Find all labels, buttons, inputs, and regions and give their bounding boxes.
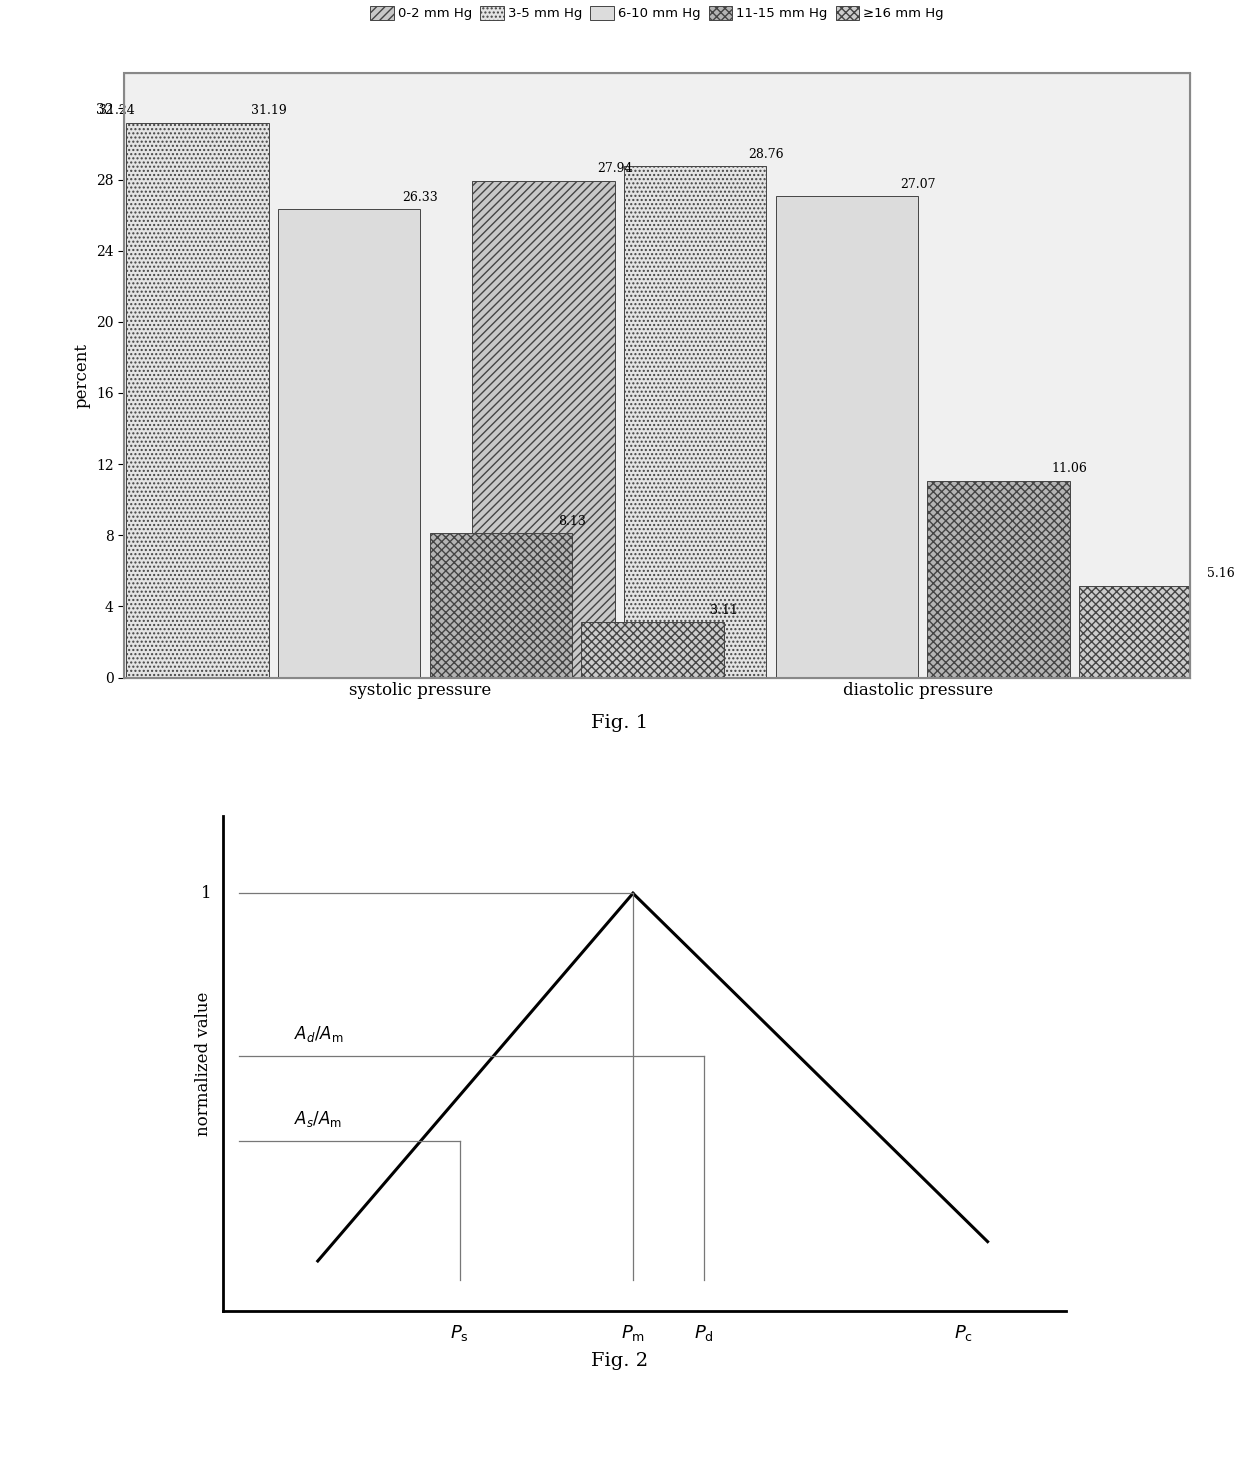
Text: 31.24: 31.24: [99, 103, 135, 117]
Text: 3.11: 3.11: [709, 603, 738, 616]
Text: 31.19: 31.19: [250, 105, 286, 118]
Text: 27.94: 27.94: [596, 162, 632, 175]
Bar: [278, 210, 420, 678]
Bar: [430, 533, 572, 678]
Y-axis label: percent: percent: [73, 342, 91, 408]
Text: 27.07: 27.07: [900, 178, 936, 191]
Text: $A_s/A_{\rm m}$: $A_s/A_{\rm m}$: [294, 1109, 342, 1129]
Bar: [126, 122, 269, 678]
Bar: [0, 122, 117, 678]
Bar: [928, 481, 1070, 678]
Y-axis label: normalized value: normalized value: [195, 991, 212, 1136]
Text: Fig. 2: Fig. 2: [591, 1352, 649, 1370]
Text: $P_{\rm d}$: $P_{\rm d}$: [694, 1323, 714, 1343]
Text: $P_{\rm m}$: $P_{\rm m}$: [621, 1323, 645, 1343]
Text: Fig. 1: Fig. 1: [591, 714, 649, 731]
Text: 26.33: 26.33: [402, 191, 438, 204]
Text: 1: 1: [201, 884, 211, 902]
Bar: [582, 622, 724, 678]
Bar: [776, 197, 918, 678]
Bar: [1079, 586, 1221, 678]
Text: 8.13: 8.13: [558, 514, 585, 527]
Text: 28.76: 28.76: [749, 147, 784, 160]
Text: 11.06: 11.06: [1052, 462, 1087, 475]
Text: $P_{\rm s}$: $P_{\rm s}$: [450, 1323, 469, 1343]
Text: $A_d/A_{\rm m}$: $A_d/A_{\rm m}$: [294, 1024, 343, 1045]
Legend: 0-2 mm Hg, 3-5 mm Hg, 6-10 mm Hg, 11-15 mm Hg, ≥16 mm Hg: 0-2 mm Hg, 3-5 mm Hg, 6-10 mm Hg, 11-15 …: [366, 1, 949, 26]
Text: $P_{\rm c}$: $P_{\rm c}$: [955, 1323, 973, 1343]
Bar: [472, 181, 615, 678]
Bar: [624, 166, 766, 678]
Text: 5.16: 5.16: [1208, 567, 1235, 580]
